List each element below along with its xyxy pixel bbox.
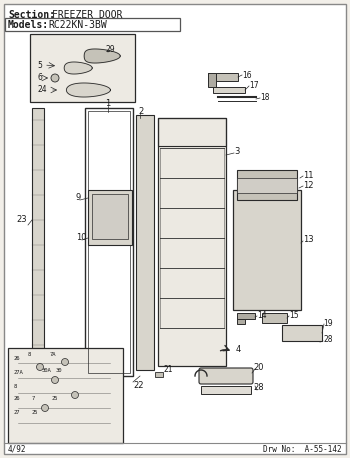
Text: 19: 19 [323,318,332,327]
Text: 7A: 7A [50,353,56,358]
Polygon shape [66,83,110,97]
Text: 28: 28 [253,383,264,393]
Text: 30: 30 [56,367,63,372]
Text: FREEZER DOOR: FREEZER DOOR [52,10,122,20]
Bar [92,194,128,239]
Bar [208,73,216,87]
FancyBboxPatch shape [199,368,253,384]
Text: 10: 10 [76,234,86,242]
Text: 2: 2 [138,108,143,116]
Bar [237,319,245,324]
Bar [88,111,130,373]
Text: 8: 8 [14,383,17,388]
Polygon shape [84,49,120,63]
Bar [282,325,322,341]
Bar [158,118,226,146]
Text: 9: 9 [76,193,81,202]
Circle shape [51,74,59,82]
Circle shape [36,364,43,371]
Text: RC22KN-3BW: RC22KN-3BW [48,20,107,30]
Text: 15: 15 [289,311,299,320]
Text: Drw No:  A-55-142: Drw No: A-55-142 [263,445,342,453]
Bar [32,108,44,370]
Text: 1: 1 [105,98,111,108]
Bar [237,178,297,193]
Bar [8,348,123,443]
Text: 30A: 30A [42,367,52,372]
Circle shape [51,376,58,383]
Text: 26: 26 [14,396,21,400]
Text: 17: 17 [249,81,259,89]
Bar [201,386,251,394]
Text: 20: 20 [253,364,264,372]
Bar [233,190,301,310]
Bar [208,73,238,81]
Circle shape [71,392,78,398]
Polygon shape [64,62,92,74]
Bar [158,118,226,366]
Text: 5: 5 [37,60,42,70]
Text: 7: 7 [32,396,35,400]
Text: 22: 22 [133,381,144,389]
Bar [262,313,287,323]
Text: 13: 13 [303,235,314,245]
Text: 4/92: 4/92 [8,445,27,453]
Text: 16: 16 [242,71,252,80]
Text: 4: 4 [236,345,241,354]
Text: 26: 26 [14,355,21,360]
Text: Section:: Section: [8,10,55,20]
Bar [85,108,133,376]
Text: 21: 21 [163,365,173,375]
Text: 8: 8 [28,353,31,358]
Bar [5,18,180,31]
Text: 27A: 27A [14,370,24,375]
Text: 27: 27 [14,409,21,414]
Text: 12: 12 [303,180,314,190]
Text: 18: 18 [260,93,270,103]
Circle shape [62,359,69,365]
Bar [30,34,135,102]
Text: 6: 6 [37,73,42,82]
Text: 11: 11 [303,170,314,180]
Text: 25: 25 [52,396,58,400]
Text: 3: 3 [234,147,239,157]
Text: 25: 25 [32,409,38,414]
Text: 24: 24 [37,86,47,94]
Bar [237,313,255,319]
Text: 29: 29 [106,44,116,54]
Text: 23: 23 [16,216,27,224]
Bar [136,115,154,370]
Text: 28: 28 [323,336,332,344]
Circle shape [42,404,49,411]
Bar [213,87,245,93]
Text: Models:: Models: [8,20,49,30]
Bar [88,190,132,245]
Bar [237,170,297,200]
Text: 14: 14 [257,311,267,320]
Bar [155,372,163,377]
